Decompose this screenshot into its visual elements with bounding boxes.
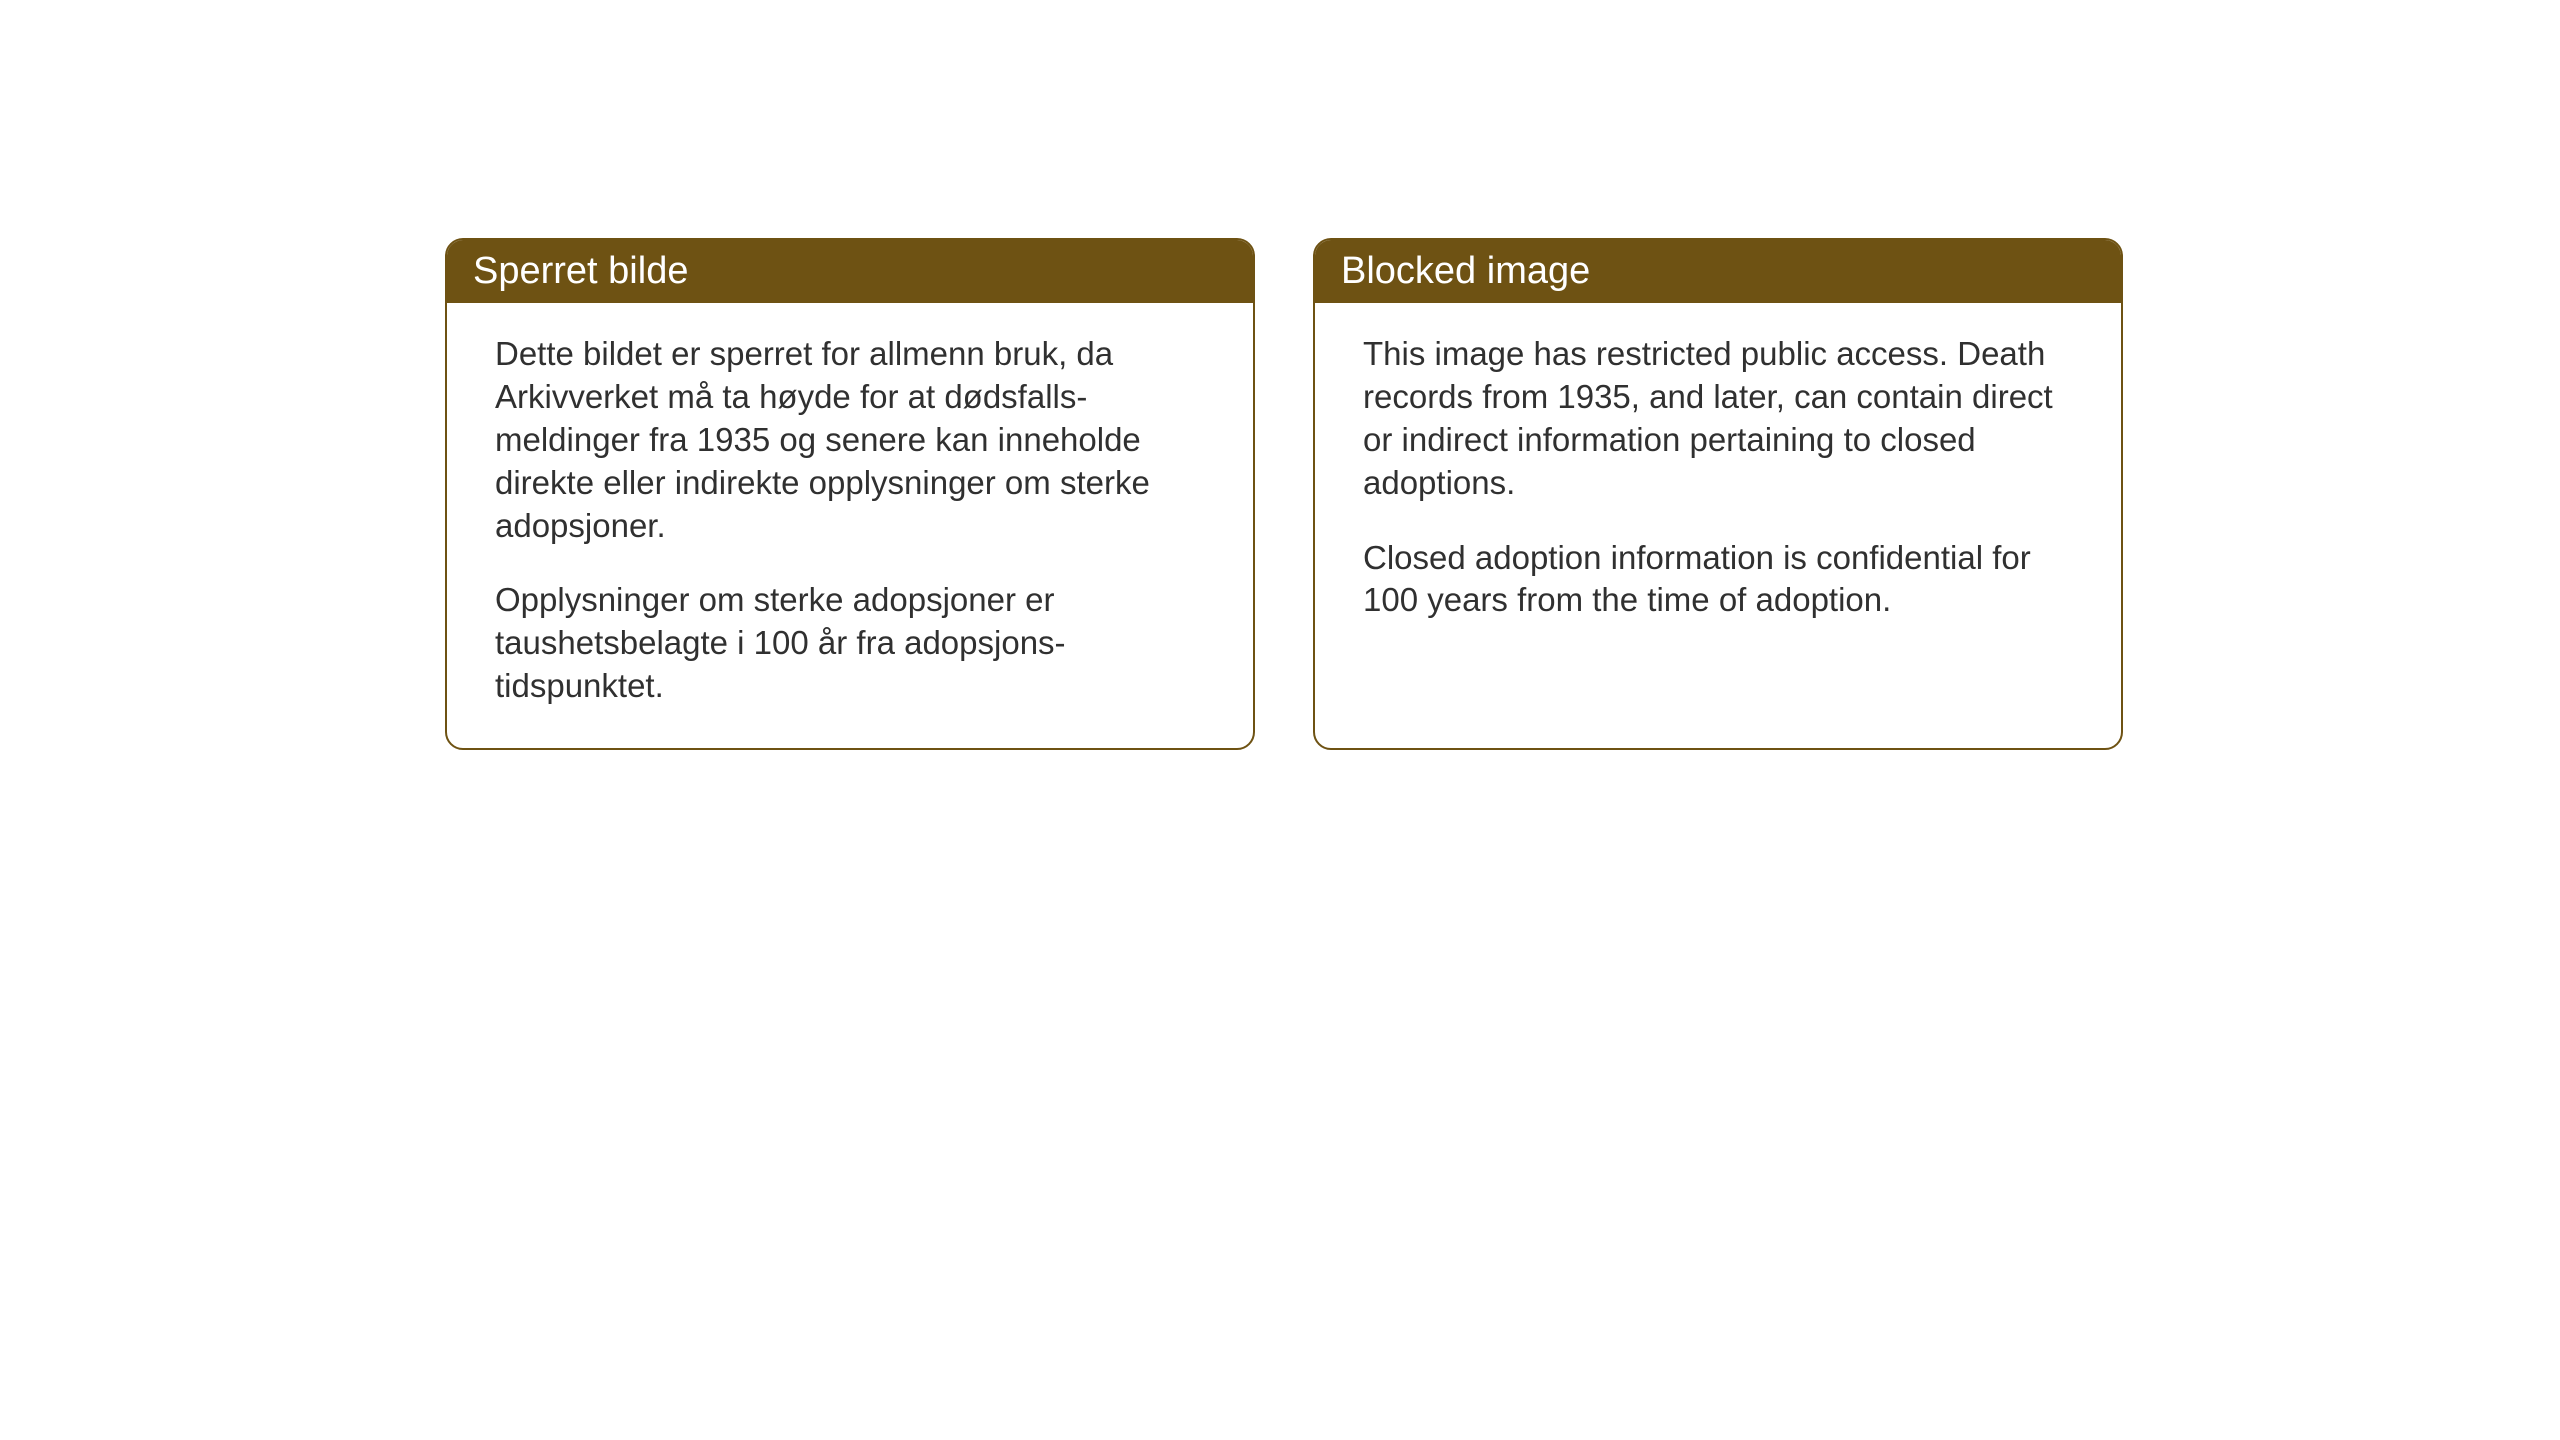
english-card-title: Blocked image [1341,250,1590,292]
english-paragraph-2: Closed adoption information is confident… [1363,537,2073,623]
english-paragraph-1: This image has restricted public access.… [1363,333,2073,505]
english-card: Blocked image This image has restricted … [1313,238,2123,750]
english-card-header: Blocked image [1315,240,2121,303]
norwegian-card-body: Dette bildet er sperret for allmenn bruk… [447,303,1253,748]
cards-container: Sperret bilde Dette bildet er sperret fo… [445,238,2123,750]
norwegian-card: Sperret bilde Dette bildet er sperret fo… [445,238,1255,750]
norwegian-card-title: Sperret bilde [473,250,688,292]
norwegian-paragraph-1: Dette bildet er sperret for allmenn bruk… [495,333,1205,547]
english-card-body: This image has restricted public access.… [1315,303,2121,662]
norwegian-card-header: Sperret bilde [447,240,1253,303]
norwegian-paragraph-2: Opplysninger om sterke adopsjoner er tau… [495,579,1205,708]
